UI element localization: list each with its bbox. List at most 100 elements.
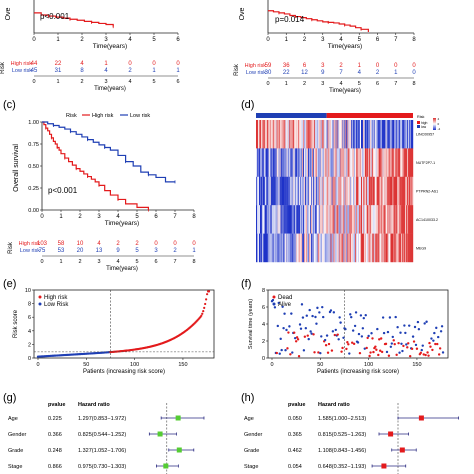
heatmap-cell <box>285 233 287 263</box>
dead-point <box>275 351 279 355</box>
heatmap-cell <box>404 148 406 177</box>
heatmap-cell <box>301 120 303 149</box>
heatmap-cell <box>401 233 403 263</box>
dead-point <box>296 338 300 341</box>
heatmap-cell <box>374 120 376 149</box>
heatmap-cell <box>394 120 396 149</box>
heatmap-cell <box>352 233 354 263</box>
heatmap-cell <box>346 176 348 206</box>
heatmap-cell <box>398 176 400 206</box>
alive-point <box>349 313 352 316</box>
heatmap-cell <box>393 148 395 177</box>
heatmap-cell <box>356 148 358 177</box>
heatmap-cell <box>259 205 262 234</box>
heatmap-cell <box>260 148 263 177</box>
dead-point <box>374 345 377 348</box>
heatmap-cell <box>279 205 281 234</box>
panel-label-g: (g) <box>3 392 16 404</box>
heatmap-cell <box>291 233 293 263</box>
heatmap-cell <box>374 205 376 234</box>
heatmap-cell <box>291 205 293 234</box>
x-tick-label: 100 <box>130 362 139 368</box>
heatmap-cell <box>279 120 281 149</box>
heatmap-cell <box>310 176 313 206</box>
risk-table-value: 4 <box>104 68 108 74</box>
heatmap-cell <box>363 176 366 206</box>
heatmap-cell <box>295 233 297 263</box>
risk-x-tick-label: 6 <box>176 79 179 85</box>
heatmap-cell <box>277 205 279 234</box>
risk-row-name: Low risk <box>246 70 266 76</box>
dead-point <box>289 353 292 356</box>
x-tick-label: 8 <box>192 214 196 220</box>
legend-label-high: High risk <box>44 295 68 301</box>
risk-table-label: Risk <box>234 63 240 76</box>
heatmap-cell <box>274 120 276 149</box>
heatmap-cell <box>336 233 338 263</box>
heatmap-cell <box>351 205 353 234</box>
risk-table-value: 7 <box>339 70 343 76</box>
dead-point <box>379 349 382 352</box>
heatmap-cell <box>306 120 308 149</box>
heatmap-cell <box>356 120 358 149</box>
y-axis-label: Ove <box>239 7 246 20</box>
heatmap-cell <box>353 205 355 234</box>
heatmap-cell <box>304 233 306 263</box>
legend-label-alive: Alive <box>278 302 292 308</box>
heatmap-cell <box>360 176 362 206</box>
alive-point <box>322 315 325 319</box>
heatmap-cell <box>378 148 380 177</box>
heatmap-cell <box>299 205 301 234</box>
dead-point <box>341 346 344 350</box>
alive-point <box>311 314 314 318</box>
row-hazard-ratio: 0.975(0.730−1.303) <box>78 464 126 470</box>
risk-score-point <box>203 306 206 309</box>
heatmap-cell <box>281 233 283 263</box>
heatmap-cell <box>289 148 291 177</box>
row-hazard-ratio: 0.648(0.352−1.193) <box>318 464 366 470</box>
heatmap-cell <box>379 176 381 206</box>
heatmap-cell <box>334 120 336 149</box>
heatmap-cell <box>315 120 318 149</box>
heatmap-cell <box>325 120 327 149</box>
heatmap-cell <box>300 148 302 177</box>
heatmap-cell <box>339 120 341 149</box>
risk-x-tick-label: 7 <box>173 259 176 265</box>
dead-point <box>415 347 419 350</box>
heatmap-cell <box>308 233 310 263</box>
heatmap-cell <box>400 120 402 149</box>
heatmap-cell <box>391 233 393 263</box>
alive-point <box>388 316 392 319</box>
alive-point <box>370 332 373 335</box>
x-tick-label: 8 <box>412 37 416 43</box>
heatmap-cell <box>395 148 397 177</box>
heatmap-cell <box>279 233 281 263</box>
heatmap-cell <box>296 233 298 263</box>
dead-point <box>317 351 320 354</box>
heatmap-cell <box>290 148 292 177</box>
heatmap-cell <box>385 233 387 263</box>
heatmap-cell <box>333 176 335 206</box>
hazard-ratio-box <box>175 415 181 421</box>
heatmap-cell <box>319 233 321 263</box>
heatmap-cell <box>330 205 332 234</box>
heatmap-cell <box>290 205 292 234</box>
heatmap-cell <box>386 205 388 234</box>
alive-point <box>315 322 318 325</box>
heatmap-cell <box>297 205 299 234</box>
heatmap-cell <box>257 176 260 206</box>
heatmap-cell <box>280 176 282 206</box>
x-axis-label: Time(years) <box>93 43 127 50</box>
y-axis-label: Ove <box>5 7 12 20</box>
heatmap-cell <box>412 233 414 263</box>
heatmap-cell <box>286 176 288 206</box>
heatmap-cell <box>364 176 367 206</box>
alive-point <box>323 338 327 342</box>
risk-table-value: 0 <box>176 61 180 67</box>
risk-score-point <box>201 312 204 315</box>
heatmap-cell <box>260 176 263 206</box>
heatmap-cell <box>278 148 280 177</box>
heatmap-cell <box>312 148 315 177</box>
heatmap-cell <box>348 120 350 149</box>
heatmap-cell <box>352 148 354 177</box>
